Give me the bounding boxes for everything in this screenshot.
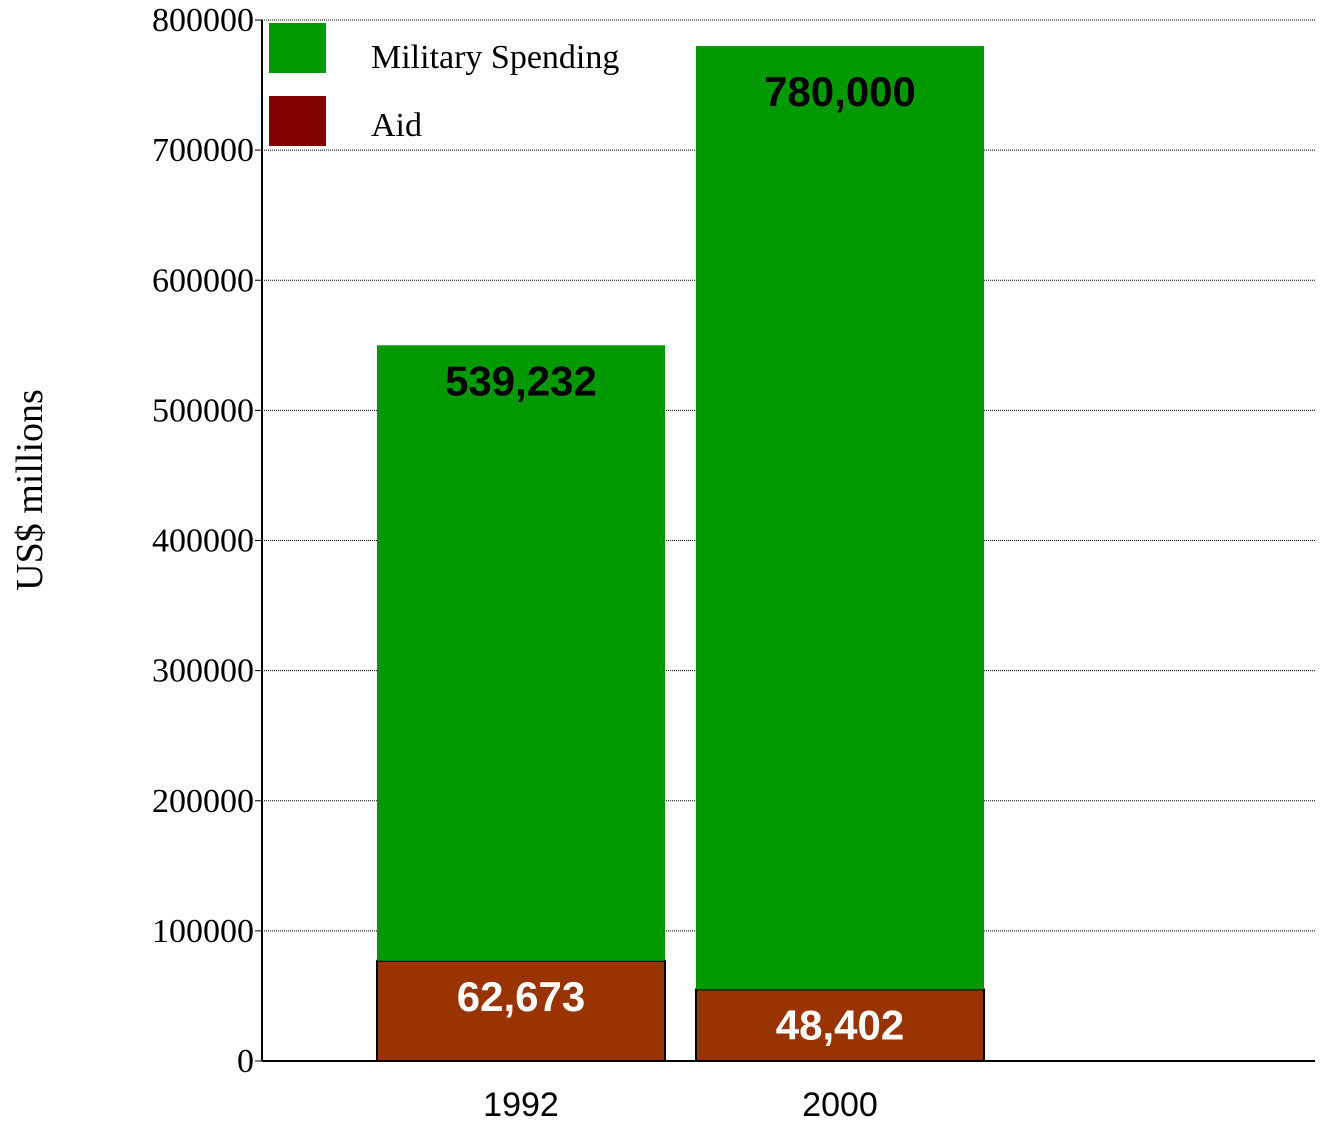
legend-swatch-aid (269, 96, 326, 146)
y-tick-label: 0 (237, 1043, 254, 1080)
legend-label-military-spending: Military Spending (371, 39, 619, 76)
y-tick-label: 100000 (152, 913, 254, 950)
axes: 0 100000 200000 300000 400000 500000 600000 700… (152, 2, 1315, 1124)
aid-value-label-2000: 48,402 (776, 1001, 904, 1048)
bars (376, 46, 985, 1063)
legend-swatch-military-spending (269, 23, 326, 73)
y-tick-label: 400000 (152, 523, 254, 560)
y-tick-label: 600000 (152, 262, 254, 299)
x-category-label-1992: 1992 (483, 1086, 559, 1124)
military-value-label-2000: 780,000 (764, 68, 916, 115)
data-labels: 62,673 539,232 48,402 780,000 (445, 68, 916, 1048)
x-category-label-2000: 2000 (802, 1086, 878, 1124)
military-value-label-1992: 539,232 (445, 357, 597, 404)
y-tick-label: 300000 (152, 653, 254, 690)
military-bar-2000 (696, 46, 984, 990)
aid-bar-1992 (376, 959, 666, 1063)
legend: Military Spending Aid (269, 23, 619, 146)
y-tick-label: 800000 (152, 2, 254, 39)
y-tick-label: 700000 (152, 132, 254, 169)
y-tick-label: 500000 (152, 392, 254, 429)
legend-label-aid: Aid (371, 107, 422, 144)
military-bar-1992 (377, 345, 665, 961)
y-tick-label: 200000 (152, 783, 254, 820)
y-axis-title: US$ millions (9, 389, 51, 591)
aid-value-label-1992: 62,673 (457, 973, 585, 1020)
